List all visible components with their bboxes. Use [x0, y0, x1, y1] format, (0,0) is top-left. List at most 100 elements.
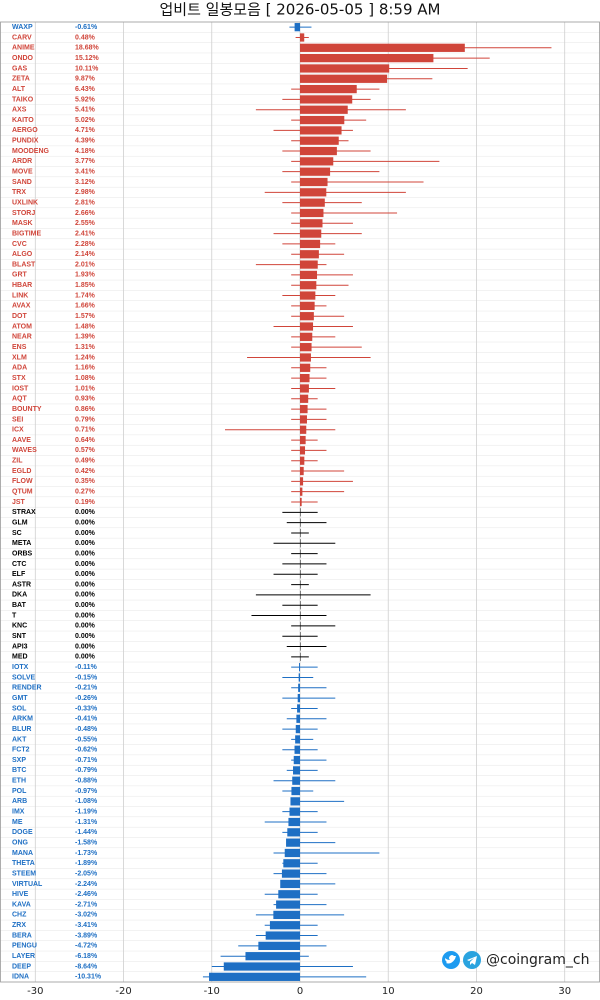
category-label: MOODENG [12, 148, 50, 155]
category-label: CTC [12, 561, 26, 568]
bar [300, 652, 301, 661]
value-label: 0.00% [75, 623, 96, 630]
bar [281, 869, 300, 878]
category-label: XLM [12, 354, 27, 361]
bar [209, 972, 300, 981]
category-label: KAITO [12, 117, 34, 124]
value-label: -2.24% [75, 881, 98, 888]
value-label: 0.00% [75, 602, 96, 609]
category-label: ARKM [12, 716, 33, 723]
value-label: -1.08% [75, 798, 98, 805]
category-label: ONG [12, 839, 29, 846]
bar [300, 54, 434, 63]
category-label: ENS [12, 344, 27, 351]
value-label: 1.08% [75, 375, 96, 382]
category-label: SEI [12, 416, 23, 423]
category-label: BLUR [12, 726, 31, 733]
category-label: LAYER [12, 953, 35, 960]
bar [300, 601, 301, 610]
category-label: MASK [12, 220, 33, 227]
bar [300, 363, 311, 372]
bar [300, 611, 301, 620]
bar [295, 724, 300, 734]
bar [299, 663, 300, 672]
value-label: 5.41% [75, 107, 96, 114]
category-label: STEEM [12, 870, 36, 877]
bar [293, 766, 300, 775]
bar [300, 250, 319, 259]
bar [265, 931, 300, 940]
bar [300, 33, 305, 42]
category-label: ANIME [12, 45, 35, 52]
bar [300, 528, 301, 538]
value-label: 2.41% [75, 230, 96, 237]
bar [300, 198, 325, 207]
bar [300, 632, 301, 641]
category-label: ZRX [12, 922, 26, 929]
value-label: -0.26% [75, 695, 98, 702]
category-label: DEEP [12, 963, 31, 970]
value-label: -1.89% [75, 860, 98, 867]
bar [300, 219, 323, 228]
category-label: TRX [12, 189, 26, 196]
value-label: 0.00% [75, 540, 96, 547]
bar [286, 838, 300, 847]
bar [300, 497, 302, 507]
category-label: IMX [12, 809, 25, 816]
value-label: 0.71% [75, 427, 96, 434]
value-label: 0.00% [75, 571, 96, 578]
bar [290, 797, 300, 806]
bar [300, 642, 301, 651]
category-label: ATOM [12, 323, 32, 330]
value-label: -0.41% [75, 716, 98, 723]
category-label: STRAX [12, 509, 36, 516]
bar [300, 115, 345, 125]
category-label: ME [12, 819, 23, 826]
category-label: WAXP [12, 24, 33, 31]
bar [300, 477, 304, 486]
category-label: ELF [12, 571, 26, 578]
bar [300, 353, 311, 362]
bar [300, 167, 331, 176]
category-label: STX [12, 375, 26, 382]
bar [287, 828, 300, 837]
category-label: JST [12, 499, 26, 506]
bar [300, 208, 324, 218]
category-label: UXLINK [12, 199, 38, 206]
bar [269, 921, 300, 930]
value-label: 2.66% [75, 210, 96, 217]
category-label: CHZ [12, 912, 27, 919]
bar [298, 683, 300, 692]
bar [300, 435, 306, 445]
bar [283, 859, 300, 868]
value-label: 4.18% [75, 148, 96, 155]
bar [300, 270, 318, 280]
bar [300, 580, 301, 589]
value-label: 0.00% [75, 643, 96, 650]
bar [258, 941, 300, 950]
value-label: 3.77% [75, 158, 96, 165]
category-label: DOT [12, 313, 28, 320]
category-label: API3 [12, 643, 28, 650]
value-label: -1.19% [75, 809, 98, 816]
value-label: -1.73% [75, 850, 98, 857]
value-label: 1.24% [75, 354, 96, 361]
category-label: KNC [12, 623, 27, 630]
value-label: 0.42% [75, 468, 96, 475]
bar [300, 415, 307, 424]
value-label: 1.48% [75, 323, 96, 330]
bar [294, 23, 300, 32]
value-label: 5.02% [75, 117, 96, 124]
value-label: 1.66% [75, 303, 96, 310]
bar [300, 64, 390, 73]
category-label: SNT [12, 633, 27, 640]
value-label: 2.01% [75, 261, 96, 268]
value-label: 1.31% [75, 344, 96, 351]
category-label: PUNDIX [12, 138, 39, 145]
x-tick-label: 0 [297, 986, 303, 997]
bar [300, 188, 327, 197]
value-label: 2.28% [75, 241, 96, 248]
bar [300, 146, 337, 156]
bar [300, 539, 301, 548]
